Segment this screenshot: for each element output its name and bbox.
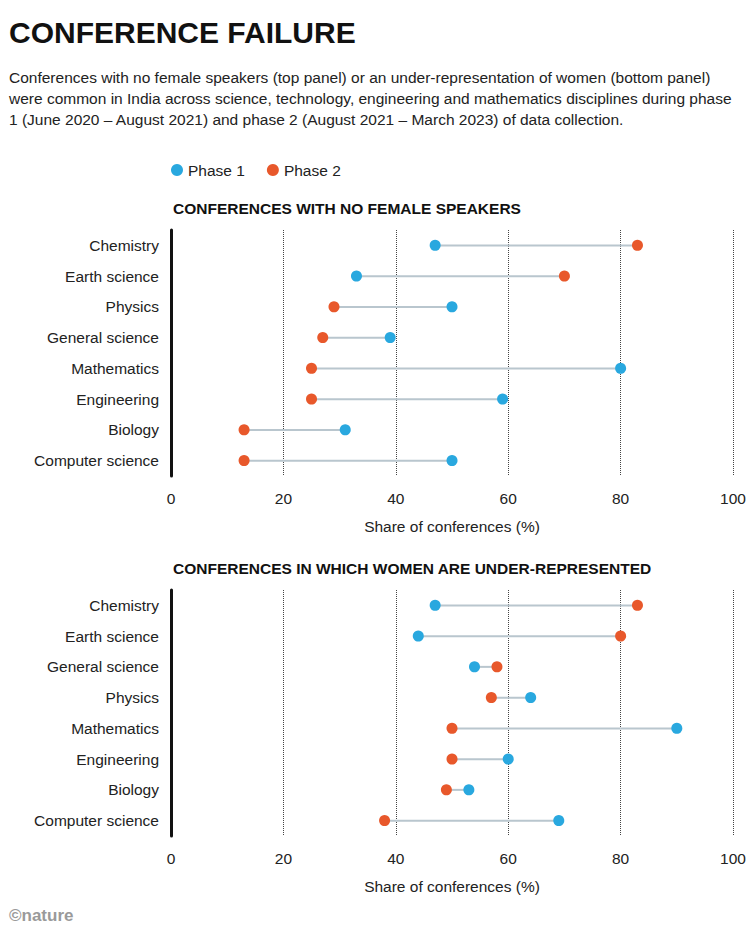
svg-text:20: 20	[275, 490, 293, 507]
svg-text:Share of conferences (%): Share of conferences (%)	[364, 518, 540, 535]
svg-text:General science: General science	[47, 329, 159, 346]
svg-text:100: 100	[720, 490, 746, 507]
svg-text:Physics: Physics	[106, 689, 160, 706]
svg-text:60: 60	[500, 850, 518, 867]
svg-text:Conferences with no female spe: Conferences with no female speakers (top…	[9, 69, 715, 86]
svg-text:Biology: Biology	[108, 781, 159, 798]
svg-text:0: 0	[167, 490, 176, 507]
svg-text:Biology: Biology	[108, 421, 159, 438]
svg-text:Earth science: Earth science	[65, 628, 159, 645]
svg-text:Chemistry: Chemistry	[89, 237, 159, 254]
svg-text:were common in India across sc: were common in India across science, tec…	[8, 90, 736, 107]
svg-text:0: 0	[167, 850, 176, 867]
svg-text:Engineering: Engineering	[76, 751, 159, 768]
svg-text:Engineering: Engineering	[76, 391, 159, 408]
svg-text:60: 60	[500, 490, 518, 507]
svg-text:General science: General science	[47, 658, 159, 675]
svg-text:Physics: Physics	[106, 298, 160, 315]
svg-text:40: 40	[387, 490, 405, 507]
svg-text:Earth science: Earth science	[65, 268, 159, 285]
svg-text:CONFERENCE FAILURE: CONFERENCE FAILURE	[9, 16, 356, 49]
svg-text:Chemistry: Chemistry	[89, 597, 159, 614]
svg-text:80: 80	[612, 490, 630, 507]
svg-text:Mathematics: Mathematics	[71, 720, 159, 737]
svg-text:Computer science: Computer science	[34, 452, 159, 469]
svg-text:Computer science: Computer science	[34, 812, 159, 829]
svg-text:Phase 2: Phase 2	[284, 162, 341, 179]
svg-text:100: 100	[720, 850, 746, 867]
svg-text:40: 40	[387, 850, 405, 867]
svg-text:20: 20	[275, 850, 293, 867]
svg-text:Mathematics: Mathematics	[71, 360, 159, 377]
svg-text:CONFERENCES IN WHICH WOMEN ARE: CONFERENCES IN WHICH WOMEN ARE UNDER-REP…	[173, 560, 651, 577]
svg-text:©nature: ©nature	[9, 906, 73, 925]
svg-text:Phase 1: Phase 1	[188, 162, 245, 179]
svg-text:CONFERENCES WITH NO FEMALE SPE: CONFERENCES WITH NO FEMALE SPEAKERS	[173, 200, 521, 217]
svg-text:80: 80	[612, 850, 630, 867]
svg-text:1 (June 2020 – August 2021) an: 1 (June 2020 – August 2021) and phase 2 …	[9, 111, 623, 128]
svg-text:Share of conferences (%): Share of conferences (%)	[364, 878, 540, 895]
